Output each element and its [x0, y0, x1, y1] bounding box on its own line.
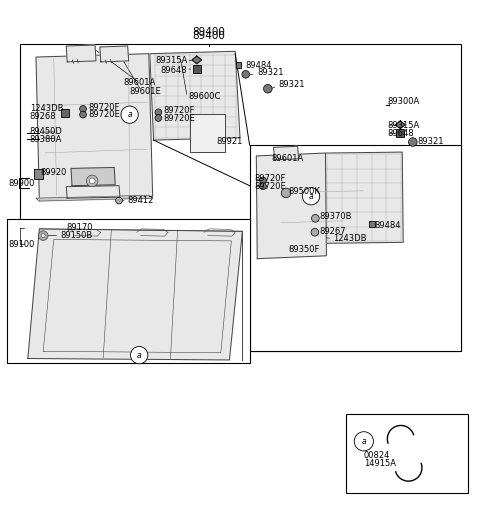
Circle shape [264, 85, 272, 93]
Circle shape [86, 175, 98, 187]
Text: 89150B: 89150B [60, 231, 92, 240]
Bar [20, 44, 461, 351]
Text: 89920: 89920 [41, 168, 67, 177]
Bar [236, 62, 241, 68]
Text: 89321: 89321 [278, 80, 305, 89]
Circle shape [408, 138, 417, 146]
Bar [61, 109, 69, 117]
Text: 89600C: 89600C [188, 92, 220, 101]
Circle shape [89, 178, 95, 184]
Text: 89921: 89921 [216, 137, 242, 146]
Polygon shape [256, 153, 326, 259]
Text: 89484: 89484 [246, 61, 272, 70]
Bar [346, 414, 468, 493]
Text: a: a [127, 110, 132, 119]
Text: 89315A: 89315A [155, 56, 187, 66]
Text: 89720F: 89720F [163, 107, 194, 116]
Polygon shape [396, 121, 405, 129]
Text: 89601A: 89601A [124, 78, 156, 87]
Bar [7, 219, 250, 363]
Text: 89321: 89321 [257, 68, 284, 77]
Text: 89267: 89267 [320, 227, 346, 236]
Text: 89370B: 89370B [320, 213, 352, 222]
Circle shape [281, 188, 291, 198]
Circle shape [312, 215, 319, 222]
Circle shape [260, 183, 266, 190]
Text: 89100: 89100 [9, 240, 35, 249]
Text: 89400: 89400 [192, 27, 225, 37]
Circle shape [354, 432, 373, 451]
Polygon shape [71, 167, 115, 186]
Text: a: a [309, 192, 313, 201]
Circle shape [38, 231, 48, 240]
Circle shape [155, 109, 162, 116]
Bar [34, 169, 43, 179]
Text: 89720E: 89720E [163, 113, 195, 122]
Text: 89601E: 89601E [130, 87, 161, 96]
Text: 89300A: 89300A [388, 97, 420, 106]
Text: 1243DB: 1243DB [333, 234, 367, 243]
Text: a: a [137, 351, 142, 360]
Polygon shape [150, 51, 240, 140]
Text: 89170: 89170 [66, 224, 93, 233]
Circle shape [260, 177, 266, 184]
Text: 89268: 89268 [30, 112, 56, 121]
Polygon shape [28, 229, 242, 360]
Text: 89380A: 89380A [30, 134, 62, 144]
Bar [192, 65, 201, 73]
Polygon shape [100, 46, 129, 62]
Text: 89720E: 89720E [89, 110, 120, 119]
Text: 89350F: 89350F [288, 245, 319, 254]
Text: 1243DB: 1243DB [30, 104, 63, 113]
Circle shape [302, 187, 320, 205]
Text: 89648: 89648 [388, 129, 414, 138]
Circle shape [80, 111, 86, 118]
Text: a: a [361, 437, 366, 446]
Polygon shape [325, 152, 403, 243]
Circle shape [311, 228, 319, 236]
Text: 89321: 89321 [418, 137, 444, 146]
Polygon shape [36, 54, 153, 200]
Text: 89400: 89400 [192, 31, 225, 41]
Polygon shape [66, 45, 96, 62]
Text: 89412: 89412 [127, 196, 154, 205]
Circle shape [41, 234, 45, 237]
Polygon shape [66, 186, 120, 198]
Circle shape [80, 106, 86, 112]
Polygon shape [192, 56, 202, 64]
Text: 89900: 89900 [9, 179, 35, 188]
Text: 89601A: 89601A [271, 154, 303, 163]
Polygon shape [36, 195, 153, 201]
Text: 14915A: 14915A [364, 459, 396, 468]
Text: 89500K: 89500K [288, 187, 320, 196]
Circle shape [155, 114, 162, 121]
Text: 00824: 00824 [364, 451, 390, 460]
Text: 89450D: 89450D [30, 128, 62, 136]
Text: 89484: 89484 [374, 220, 401, 229]
Bar [369, 220, 375, 227]
Circle shape [242, 70, 250, 78]
Circle shape [116, 197, 122, 204]
Bar [190, 114, 225, 152]
Text: 89720F: 89720F [89, 103, 120, 112]
Text: 89720E: 89720E [254, 182, 286, 191]
Text: 89720F: 89720F [254, 174, 286, 183]
Text: 89648: 89648 [161, 66, 187, 75]
Bar [250, 145, 461, 351]
Text: 89315A: 89315A [388, 121, 420, 130]
Polygon shape [274, 146, 299, 160]
Circle shape [121, 106, 138, 123]
Circle shape [131, 346, 148, 364]
Bar [396, 129, 404, 138]
